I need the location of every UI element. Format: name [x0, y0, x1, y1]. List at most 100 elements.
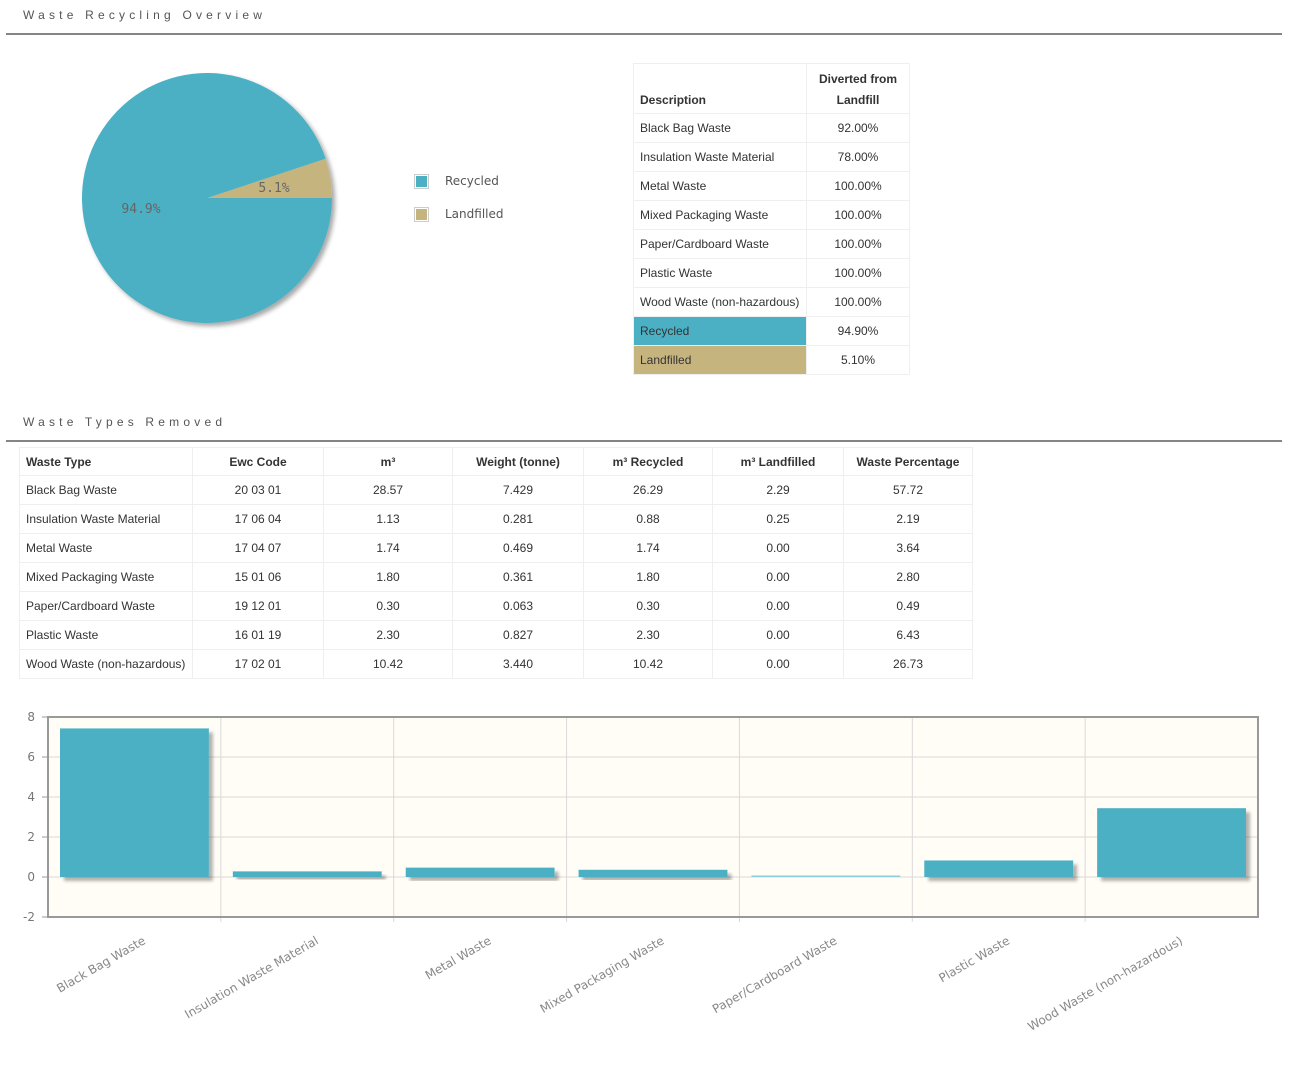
header-diverted-line1: Diverted from — [806, 63, 910, 86]
table-cell: Black Bag Waste — [19, 475, 193, 505]
table-row: Black Bag Waste 92.00% — [633, 113, 910, 143]
row-diverted-value: 100.00% — [806, 229, 910, 259]
table-cell: 0.281 — [452, 504, 584, 534]
column-header: Waste Percentage — [843, 447, 973, 476]
section-divider — [6, 440, 1282, 442]
column-header: m³ Landfilled — [712, 447, 844, 476]
legend-item-recycled: Recycled — [414, 173, 504, 189]
bar — [751, 875, 901, 877]
x-category-label: Insulation Waste Material — [182, 933, 321, 1021]
table-cell: 0.063 — [452, 591, 584, 621]
pie-label-landfilled: 5.1% — [258, 181, 289, 196]
total-value: 5.10% — [806, 345, 910, 375]
bar — [924, 860, 1074, 877]
pie-legend: Recycled Landfilled — [414, 173, 504, 239]
table-cell: Wood Waste (non-hazardous) — [19, 649, 193, 679]
row-diverted-value: 100.00% — [806, 287, 910, 317]
table-header-row: Description Landfill — [633, 86, 910, 114]
section-divider — [6, 33, 1282, 35]
bar — [578, 869, 728, 877]
table-cell: 0.25 — [712, 504, 844, 534]
table-cell: 15 01 06 — [192, 562, 324, 592]
table-row: Insulation Waste Material 17 06 04 1.13 0.2… — [19, 504, 973, 534]
table-cell: 10.42 — [323, 649, 453, 679]
column-header: m³ Recycled — [583, 447, 713, 476]
x-category-label: Metal Waste — [423, 933, 494, 982]
column-header: Weight (tonne) — [452, 447, 584, 476]
x-category-label: Plastic Waste — [936, 933, 1012, 985]
table-row: Plastic Waste 100.00% — [633, 258, 910, 288]
row-description: Insulation Waste Material — [633, 142, 807, 172]
table-cell: 26.29 — [583, 475, 713, 505]
legend-swatch-landfilled — [414, 206, 429, 222]
table-cell: 0.361 — [452, 562, 584, 592]
table-cell: Mixed Packaging Waste — [19, 562, 193, 592]
table-row: Mixed Packaging Waste 15 01 06 1.80 0.361 1.… — [19, 562, 973, 592]
table-cell: 57.72 — [843, 475, 973, 505]
table-cell: 0.827 — [452, 620, 584, 650]
table-cell: 0.49 — [843, 591, 973, 621]
table-row: Insulation Waste Material 78.00% — [633, 142, 910, 172]
section-title-overview: Waste Recycling Overview — [23, 8, 267, 22]
table-row: Metal Waste 17 04 07 1.74 0.469 1.74 0.00 3.64 — [19, 533, 973, 563]
bar — [1097, 808, 1246, 877]
table-cell: 26.73 — [843, 649, 973, 679]
table-cell: Insulation Waste Material — [19, 504, 193, 534]
y-tick-label: 4 — [27, 790, 35, 804]
table-cell: 19 12 01 — [192, 591, 324, 621]
y-tick-label: 6 — [27, 750, 35, 764]
legend-label: Recycled — [445, 174, 499, 188]
table-row: Metal Waste 100.00% — [633, 171, 910, 201]
x-category-label: Paper/Cardboard Waste — [710, 933, 839, 1016]
table-cell: 7.429 — [452, 475, 584, 505]
table-header-row: Diverted from — [633, 63, 910, 86]
table-cell: 0.00 — [712, 533, 844, 563]
x-category-label: Black Bag Waste — [54, 933, 148, 995]
table-cell: 1.80 — [323, 562, 453, 592]
table-cell: 28.57 — [323, 475, 453, 505]
row-description: Wood Waste (non-hazardous) — [633, 287, 807, 317]
column-header: Waste Type — [19, 447, 193, 476]
table-cell: 3.440 — [452, 649, 584, 679]
section-title-waste-types: Waste Types Removed — [23, 415, 227, 429]
table-cell: 17 06 04 — [192, 504, 324, 534]
total-row-landfilled: Landfilled 5.10% — [633, 345, 910, 375]
bar — [232, 871, 382, 877]
table-cell: 2.80 — [843, 562, 973, 592]
table-cell: 2.19 — [843, 504, 973, 534]
legend-swatch-recycled — [414, 173, 429, 189]
table-cell: 0.469 — [452, 533, 584, 563]
total-label: Recycled — [633, 316, 807, 346]
table-cell: 1.74 — [583, 533, 713, 563]
pie-slice-recycled — [82, 72, 332, 323]
table-row: Plastic Waste 16 01 19 2.30 0.827 2.30 0.00 6.… — [19, 620, 973, 650]
bar — [405, 867, 555, 877]
x-category-label: Wood Waste (non-hazardous) — [1025, 933, 1185, 1033]
legend-label: Landfilled — [445, 207, 504, 221]
table-cell: 0.00 — [712, 591, 844, 621]
diverted-summary-table: Diverted from Description Landfill Black… — [633, 63, 910, 375]
pie-chart: 5.1% 94.9% — [82, 72, 332, 323]
y-tick-label: 2 — [27, 830, 35, 844]
row-diverted-value: 92.00% — [806, 113, 910, 143]
row-description: Plastic Waste — [633, 258, 807, 288]
weight-bar-chart: -2 0 2 4 6 8 Black Bag Waste Insulation Waste … — [23, 710, 1259, 1034]
pie-label-recycled: 94.9% — [121, 202, 160, 217]
table-cell: 17 02 01 — [192, 649, 324, 679]
table-cell: 2.29 — [712, 475, 844, 505]
table-cell: Plastic Waste — [19, 620, 193, 650]
table-cell: Paper/Cardboard Waste — [19, 591, 193, 621]
y-tick-label: -2 — [23, 910, 35, 924]
table-cell: 16 01 19 — [192, 620, 324, 650]
y-tick-label: 8 — [27, 710, 35, 724]
row-diverted-value: 100.00% — [806, 258, 910, 288]
table-cell: 0.30 — [583, 591, 713, 621]
header-description: Description — [633, 86, 807, 114]
legend-item-landfilled: Landfilled — [414, 206, 504, 222]
table-cell: 1.13 — [323, 504, 453, 534]
table-row: Paper/Cardboard Waste 19 12 01 0.30 0.063 0.… — [19, 591, 973, 621]
row-description: Paper/Cardboard Waste — [633, 229, 807, 259]
table-cell: 2.30 — [323, 620, 453, 650]
row-description: Black Bag Waste — [633, 113, 807, 143]
total-row-recycled: Recycled 94.90% — [633, 316, 910, 346]
